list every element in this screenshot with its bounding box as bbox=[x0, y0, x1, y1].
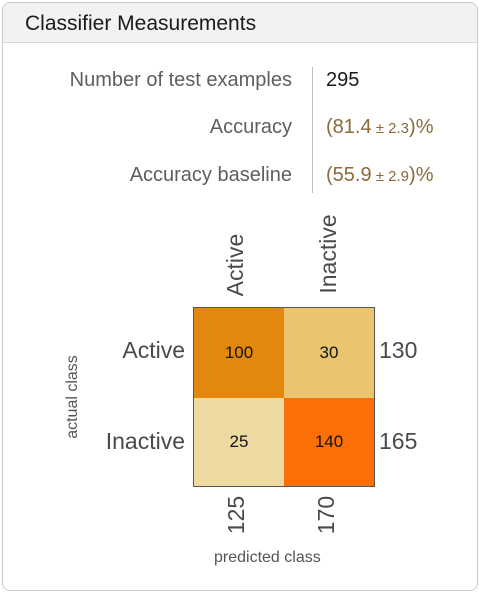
classifier-measurements-panel: Classifier Measurements Number of test e… bbox=[2, 2, 478, 591]
accuracy-error: ± 2.3 bbox=[371, 120, 410, 137]
baseline-close-paren: )% bbox=[409, 164, 434, 186]
row-total-active: 130 bbox=[379, 337, 418, 363]
baseline-value: 55.9 bbox=[332, 164, 372, 186]
x-axis-title: predicted class bbox=[214, 549, 321, 566]
accuracy-open-paren: ( bbox=[326, 116, 333, 138]
metrics-divider bbox=[312, 67, 313, 193]
cell-inactive-inactive: 140 bbox=[284, 398, 374, 486]
accuracy-close-paren: )% bbox=[409, 116, 434, 138]
accuracy-value: 81.4 bbox=[332, 116, 372, 138]
row-label-inactive: Inactive bbox=[105, 428, 185, 454]
cell-inactive-active: 25 bbox=[194, 398, 284, 486]
metric-value-accuracy-baseline: (55.9 ± 2.9)% bbox=[326, 164, 433, 187]
column-label-active: Active bbox=[222, 233, 248, 297]
cell-active-active: 100 bbox=[194, 308, 284, 398]
column-total-active: 125 bbox=[223, 495, 249, 535]
cell-active-inactive: 30 bbox=[284, 308, 374, 398]
metric-label-accuracy: Accuracy bbox=[209, 116, 292, 138]
baseline-open-paren: ( bbox=[326, 164, 333, 186]
row-total-inactive: 165 bbox=[379, 428, 418, 454]
confusion-matrix-grid: 100 30 25 140 bbox=[193, 307, 375, 487]
metric-label-test-examples: Number of test examples bbox=[69, 69, 292, 91]
column-total-inactive: 170 bbox=[313, 495, 339, 535]
y-axis-title: actual class bbox=[64, 355, 81, 439]
metric-value-test-examples: 295 bbox=[326, 69, 360, 91]
panel-title: Classifier Measurements bbox=[25, 12, 257, 35]
panel-header: Classifier Measurements bbox=[3, 3, 477, 43]
metric-label-accuracy-baseline: Accuracy baseline bbox=[129, 164, 292, 186]
column-label-inactive: Inactive bbox=[315, 214, 341, 294]
baseline-error: ± 2.9 bbox=[371, 168, 410, 185]
row-label-active: Active bbox=[122, 337, 185, 363]
metric-value-accuracy: (81.4 ± 2.3)% bbox=[326, 116, 433, 139]
